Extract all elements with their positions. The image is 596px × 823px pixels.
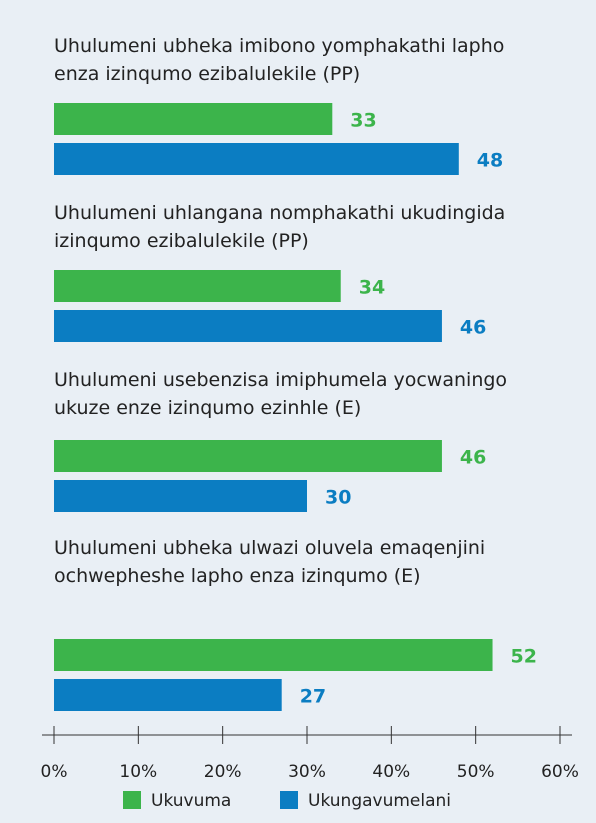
legend-swatch <box>123 791 141 809</box>
category-label: Uhulumeni usebenzisa imiphumela yocwanin… <box>54 369 508 419</box>
bar <box>54 440 442 472</box>
value-label: 33 <box>350 110 376 132</box>
x-tick-label: 60% <box>541 762 579 782</box>
x-tick-label: 0% <box>41 762 68 782</box>
value-label: 34 <box>359 277 385 299</box>
bar <box>54 639 493 671</box>
category-label: Uhulumeni uhlangana nomphakathi ukudingi… <box>54 202 506 252</box>
category-label: Uhulumeni ubheka imibono yomphakathi lap… <box>54 35 505 85</box>
legend-swatch <box>280 791 298 809</box>
value-label: 52 <box>511 646 537 668</box>
x-tick-label: 30% <box>288 762 326 782</box>
legend-label: Ukuvuma <box>151 791 231 811</box>
value-label: 46 <box>460 317 486 339</box>
value-label: 27 <box>300 686 326 708</box>
x-tick-label: 50% <box>457 762 495 782</box>
bar <box>54 310 442 342</box>
bar <box>54 103 333 135</box>
x-tick-label: 10% <box>119 762 157 782</box>
bar <box>54 270 341 302</box>
value-label: 46 <box>460 447 486 469</box>
category-label: Uhulumeni ubheka ulwazi oluvela emaqenji… <box>54 537 486 587</box>
value-label: 48 <box>477 150 503 172</box>
value-label: 30 <box>325 487 351 509</box>
bar <box>54 143 459 175</box>
x-tick-label: 40% <box>372 762 410 782</box>
bar <box>54 480 307 512</box>
legend-label: Ukungavumelani <box>308 791 451 811</box>
bar <box>54 679 282 711</box>
x-tick-label: 20% <box>204 762 242 782</box>
